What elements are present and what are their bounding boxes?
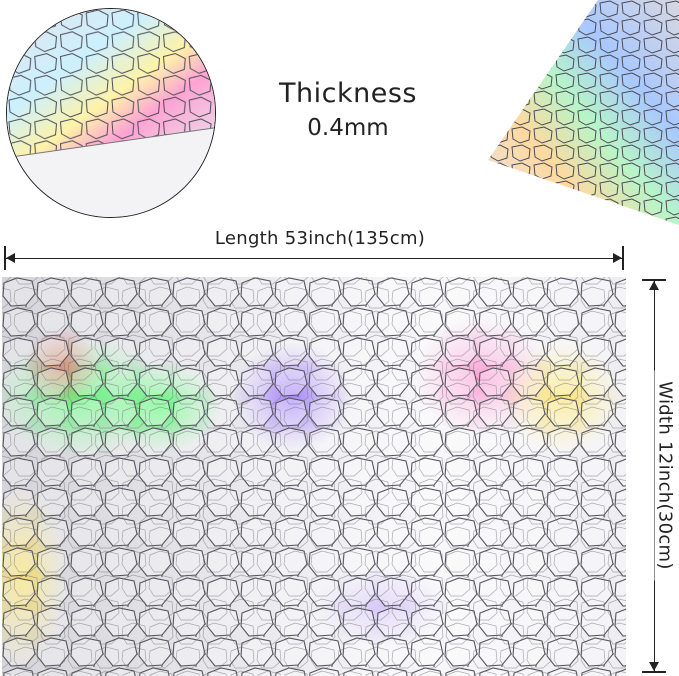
length-label: Length 53inch(135cm)	[180, 228, 460, 249]
width-tick-top	[642, 279, 666, 281]
length-dimension-line	[6, 258, 624, 259]
zoom-texture	[7, 9, 215, 217]
zoom-inset-circle	[6, 8, 216, 218]
arrow-down-icon	[649, 662, 659, 671]
arrow-up-icon	[649, 281, 659, 290]
thickness-label: Thickness	[279, 78, 417, 109]
length-tick-left	[4, 246, 6, 270]
arrow-right-icon	[613, 253, 622, 263]
holographic-sheet-image	[2, 277, 626, 676]
sheet-corner-image	[488, 0, 679, 225]
thickness-value: 0.4mm	[307, 115, 389, 141]
arrow-left-icon	[6, 253, 15, 263]
width-label: Width 12inch(30cm)	[654, 370, 676, 581]
sheet-texture	[2, 277, 626, 676]
corner-texture	[488, 0, 679, 225]
